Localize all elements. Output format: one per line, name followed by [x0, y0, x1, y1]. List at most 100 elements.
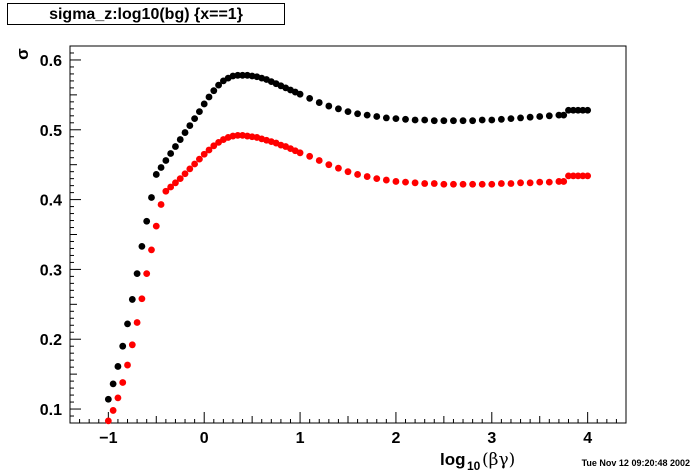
data-point [234, 131, 242, 139]
data-point [315, 157, 323, 164]
data-point [469, 180, 477, 188]
data-point [315, 99, 323, 106]
data-point [440, 117, 448, 125]
data-point [167, 183, 175, 191]
data-point [109, 380, 117, 388]
data-point [555, 111, 563, 119]
y-tick-label: 0.1 [40, 402, 62, 419]
data-point [104, 417, 112, 425]
data-point [109, 407, 117, 414]
data-point [354, 110, 361, 118]
data-point [450, 117, 457, 125]
data-point [152, 222, 160, 230]
data-point [450, 180, 457, 188]
data-point [133, 270, 141, 277]
data-point [517, 114, 524, 122]
data-point [234, 71, 242, 79]
data-point [565, 106, 572, 114]
data-point [138, 242, 146, 250]
data-point [157, 201, 165, 208]
chart-title: sigma_z:log10(bg) {x==1} [7, 3, 285, 25]
data-point [172, 143, 179, 150]
data-point [430, 117, 438, 125]
data-point [162, 157, 170, 164]
data-point [565, 172, 572, 180]
data-point [497, 180, 505, 187]
data-point [114, 394, 122, 402]
data-point [579, 106, 587, 114]
data-point [124, 361, 131, 369]
data-point [186, 165, 194, 173]
data-point [143, 217, 151, 225]
data-point [191, 115, 199, 123]
data-point [114, 363, 122, 370]
data-point [440, 180, 448, 188]
data-point [205, 146, 213, 154]
y-axis: 0.1 0.2 0.3 0.4 0.5 0.6 [40, 45, 81, 424]
data-point [325, 102, 333, 110]
data-points [104, 71, 592, 425]
data-point [138, 295, 146, 303]
data-point [181, 129, 189, 136]
data-point [191, 160, 199, 168]
data-point [584, 106, 592, 114]
x-tick-label: 2 [391, 430, 400, 447]
x-axis-title-base: 10 [467, 459, 481, 472]
data-point [200, 100, 208, 108]
data-point [402, 115, 409, 123]
y-tick-label: 0.2 [40, 332, 62, 349]
data-point [373, 113, 381, 120]
data-point [488, 116, 496, 124]
data-point [325, 161, 333, 169]
data-point [517, 179, 524, 187]
y-axis-title: σ [13, 48, 32, 60]
data-point [200, 150, 208, 158]
data-point [133, 319, 141, 326]
data-point [507, 180, 515, 187]
data-point [148, 194, 155, 201]
data-point [574, 172, 582, 180]
data-point [104, 395, 112, 403]
data-point [526, 113, 534, 121]
data-point [411, 179, 419, 187]
data-point [148, 246, 155, 254]
data-point [172, 179, 179, 187]
data-point [363, 111, 371, 119]
data-point [167, 150, 175, 157]
data-point [430, 180, 438, 187]
y-tick-label: 0.3 [40, 262, 62, 279]
x-tick-label: −1 [99, 430, 117, 447]
data-point [560, 111, 568, 119]
data-point [344, 168, 352, 176]
plot-frame [69, 45, 627, 424]
data-point [382, 176, 390, 184]
data-point [402, 178, 409, 186]
data-point [579, 172, 587, 180]
data-point [478, 180, 486, 188]
data-point [488, 180, 496, 188]
data-point [335, 164, 342, 172]
data-point [411, 116, 419, 124]
y-tick-label: 0.5 [40, 123, 62, 140]
data-point [335, 105, 342, 113]
data-point [157, 164, 165, 171]
series-1 [104, 71, 592, 403]
data-point [569, 172, 577, 180]
data-point [560, 178, 568, 185]
data-point [545, 178, 553, 186]
data-point [196, 155, 203, 163]
data-point [119, 379, 127, 386]
data-point [392, 178, 400, 185]
x-tick-label: 3 [487, 430, 496, 447]
x-axis-title-var: (βγ) [482, 450, 515, 470]
data-point [459, 117, 467, 125]
data-point [555, 178, 563, 185]
data-point [306, 94, 314, 102]
data-point [469, 117, 477, 125]
series-2 [104, 131, 592, 425]
data-point [176, 175, 184, 183]
data-point [584, 172, 592, 180]
data-point [186, 122, 194, 129]
data-point [196, 108, 203, 116]
